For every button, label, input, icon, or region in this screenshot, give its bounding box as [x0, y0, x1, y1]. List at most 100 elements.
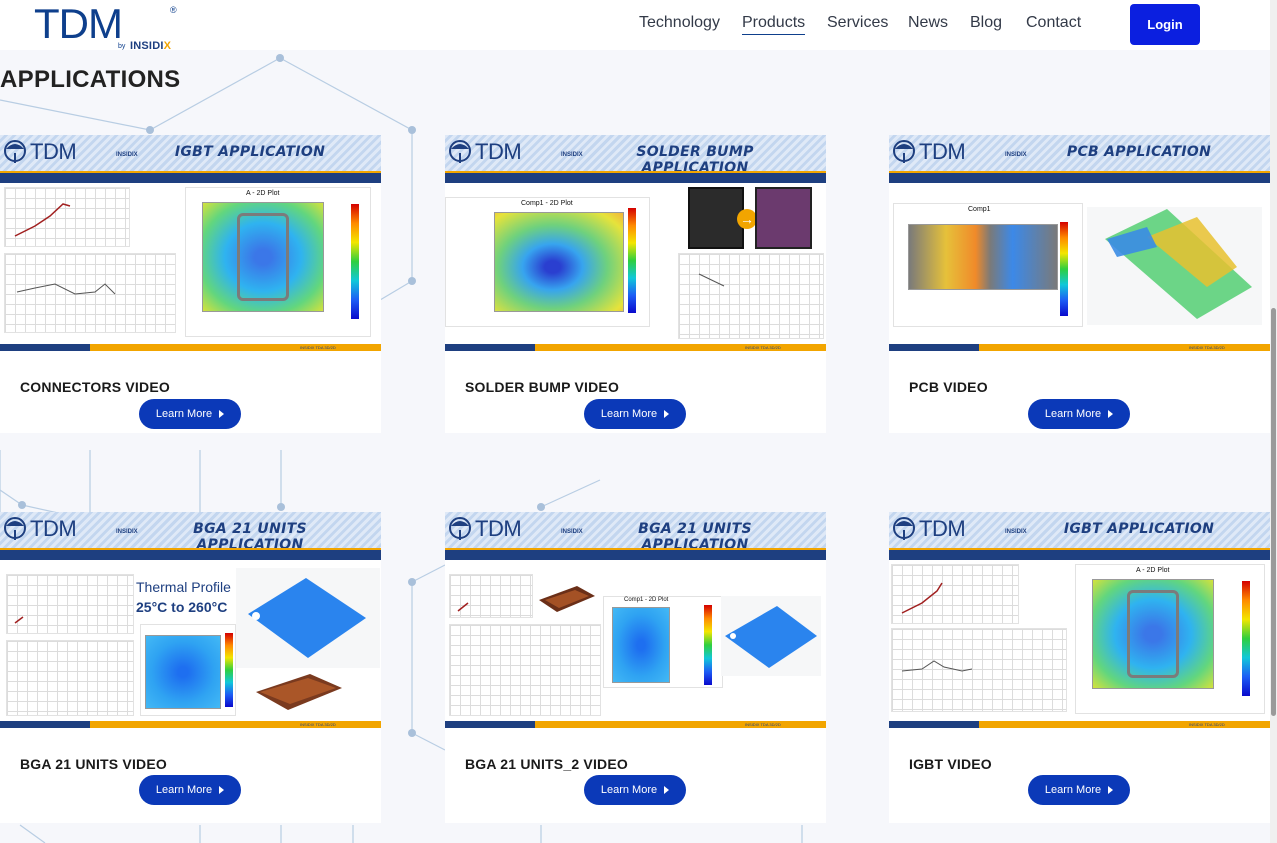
- warpage-curve: [901, 660, 973, 672]
- learn-more-button[interactable]: Learn More: [584, 399, 686, 429]
- nav-technology[interactable]: Technology: [639, 14, 720, 31]
- arrow-right-icon: →: [737, 209, 757, 229]
- engineer-helmet-icon: [893, 517, 915, 540]
- banner-logo: TDM: [30, 139, 77, 164]
- thumbnail-footer-text: INSIDIX TDA 3D/2D: [745, 722, 781, 727]
- banner-blue-stripe: [445, 550, 826, 560]
- thumbnail-footer-text: INSIDIX TDA 3D/2D: [1189, 345, 1225, 350]
- card-label: CONNECTORS VIDEO: [20, 379, 170, 395]
- banner-blue-stripe: [445, 173, 826, 183]
- card-thumbnail[interactable]: TDM INSIDIX BGA 21 UNITS APPLICATION The…: [0, 512, 381, 728]
- learn-more-button[interactable]: Learn More: [584, 775, 686, 805]
- logo-insidix: INSIDIX: [130, 40, 172, 52]
- banner-logo-small: INSIDIX: [1005, 529, 1027, 535]
- nav-news[interactable]: News: [908, 14, 949, 31]
- strip-photo: [250, 672, 346, 712]
- thumbnail-footer-blue: [445, 721, 535, 728]
- 3d-surface: [1105, 209, 1252, 319]
- 2d-plot-panel: Comp1: [893, 203, 1083, 327]
- plot-title: Comp1: [968, 206, 991, 213]
- card-thumbnail[interactable]: TDM INSIDIX BGA 21 UNITS APPLICATION Com…: [445, 512, 826, 728]
- login-button[interactable]: Login: [1130, 4, 1200, 45]
- line-plot: [4, 187, 130, 247]
- learn-more-button[interactable]: Learn More: [1028, 399, 1130, 429]
- nav-services[interactable]: Services: [827, 14, 889, 31]
- thumbnail-footer-text: INSIDIX TDA 3D/2D: [300, 722, 336, 727]
- chip-photo-before: [688, 187, 744, 249]
- thumbnail-footer-gold: [535, 344, 826, 351]
- thumbnail-banner: [0, 512, 381, 548]
- thumbnail-footer-blue: [889, 721, 979, 728]
- nav-contact[interactable]: Contact: [1026, 14, 1082, 31]
- banner-gold-line: [0, 171, 381, 173]
- scrollbar-thumb[interactable]: [1271, 308, 1276, 716]
- engineer-helmet-icon: [4, 140, 26, 163]
- heatmap: [494, 212, 624, 312]
- banner-gold-line: [889, 548, 1270, 550]
- thumbnail-footer-blue: [0, 721, 90, 728]
- main-nav: Technology Products Services News Blog C…: [0, 14, 1270, 38]
- component-outline: [237, 213, 289, 301]
- logo-registered-mark: ®: [170, 5, 177, 15]
- thumbnail-footer-text: INSIDIX TDA 3D/2D: [745, 345, 781, 350]
- 3d-plot: [1087, 207, 1262, 325]
- learn-more-button[interactable]: Learn More: [139, 775, 241, 805]
- warpage-curve: [698, 273, 725, 287]
- thumbnail-footer-text: INSIDIX TDA 3D/2D: [1189, 722, 1225, 727]
- plot-title: Comp1 - 2D Plot: [521, 200, 573, 207]
- 3d-plot: [721, 596, 821, 676]
- thumbnail-footer-gold: [535, 721, 826, 728]
- banner-logo-small: INSIDIX: [561, 529, 583, 535]
- thumbnail-banner: [0, 135, 381, 171]
- banner-logo-small: INSIDIX: [116, 529, 138, 535]
- play-arrow-icon: [664, 410, 670, 418]
- banner-title: PCB APPLICATION: [1066, 144, 1212, 160]
- curve-line: [457, 602, 469, 612]
- heatmap: [612, 607, 670, 683]
- card-thumbnail[interactable]: TDM INSIDIX IGBT APPLICATION A - 2D Plot…: [0, 135, 381, 351]
- card-label: BGA 21 UNITS_2 VIDEO: [465, 756, 628, 772]
- banner-blue-stripe: [889, 173, 1270, 183]
- thumbnail-banner: [445, 512, 826, 548]
- nav-products[interactable]: Products: [742, 14, 806, 35]
- banner-gold-line: [0, 548, 381, 550]
- learn-more-button[interactable]: Learn More: [1028, 775, 1130, 805]
- learn-more-label: Learn More: [600, 408, 658, 420]
- line-plot: [449, 574, 533, 618]
- banner-logo-small: INSIDIX: [561, 152, 583, 158]
- 3d-surface: [725, 606, 817, 668]
- play-arrow-icon: [1108, 786, 1114, 794]
- line-plot: [6, 574, 134, 634]
- nav-blog[interactable]: Blog: [970, 14, 1003, 31]
- chip-photo-after: [755, 187, 812, 249]
- learn-more-label: Learn More: [1044, 408, 1102, 420]
- plot-title: Comp1 - 2D Plot: [624, 597, 669, 603]
- page-scrollbar[interactable]: [1270, 0, 1277, 843]
- thumbnail-footer-blue: [889, 344, 979, 351]
- strip-shape: [256, 674, 342, 710]
- thumbnail-footer-gold: [90, 344, 381, 351]
- plot-title: A - 2D Plot: [246, 190, 280, 197]
- card-thumbnail[interactable]: TDM INSIDIX SOLDER BUMP APPLICATION Comp…: [445, 135, 826, 351]
- line-plot: [891, 564, 1019, 624]
- heatmap: [202, 202, 324, 312]
- card-label: BGA 21 UNITS VIDEO: [20, 756, 167, 772]
- strip-photo: [537, 584, 597, 616]
- learn-more-label: Learn More: [1044, 784, 1102, 796]
- heatmap: [145, 635, 221, 709]
- banner-logo: TDM: [919, 516, 966, 541]
- card-label: SOLDER BUMP VIDEO: [465, 379, 620, 395]
- learn-more-button[interactable]: Learn More: [139, 399, 241, 429]
- curve-line: [14, 616, 24, 624]
- card-thumbnail[interactable]: TDM INSIDIX IGBT APPLICATION A - 2D Plot…: [889, 512, 1270, 728]
- learn-more-label: Learn More: [155, 408, 213, 420]
- thumbnail-footer-blue: [0, 344, 90, 351]
- engineer-helmet-icon: [449, 140, 471, 163]
- logo-by: by: [118, 43, 126, 50]
- thumbnail-footer-gold: [90, 721, 381, 728]
- card-thumbnail[interactable]: TDM INSIDIX PCB APPLICATION Comp1 INSIDI…: [889, 135, 1270, 351]
- banner-blue-stripe: [0, 550, 381, 560]
- tdm-insidix-logo[interactable]: TDM ® by INSIDIX: [34, 2, 184, 54]
- section-title: APPLICATIONS: [0, 66, 181, 93]
